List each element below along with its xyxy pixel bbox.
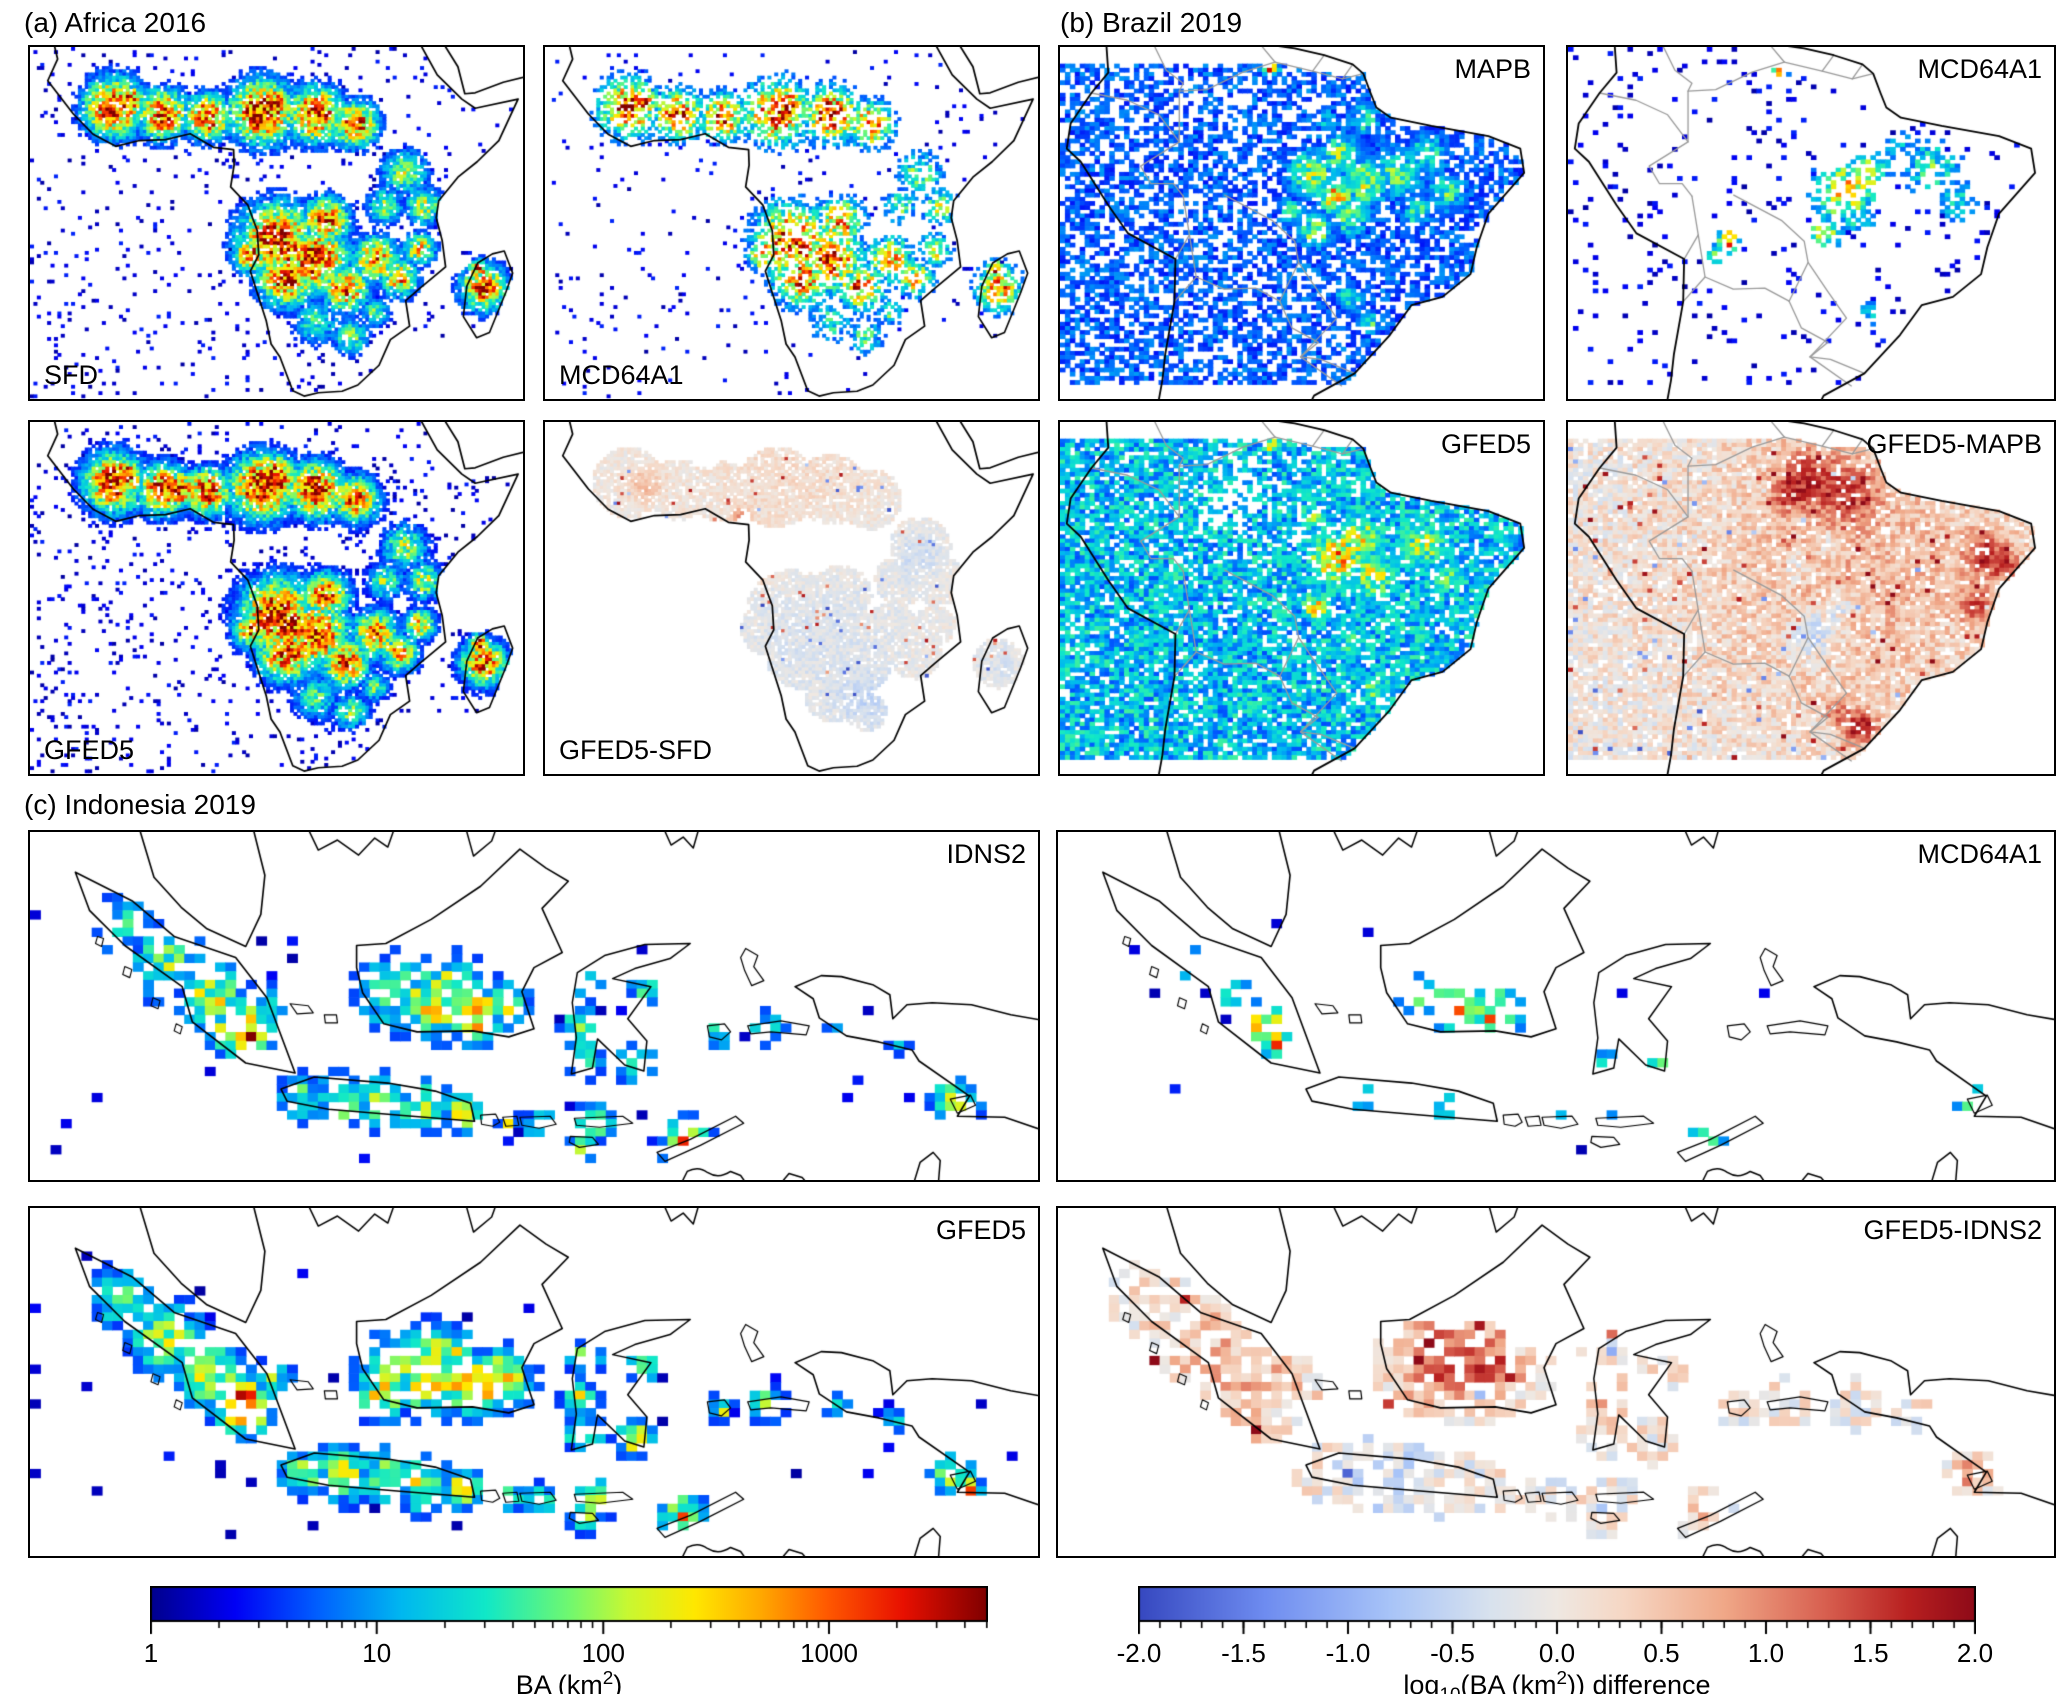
colorbar-tick-label: 100 xyxy=(581,1638,625,1668)
panel-label: GFED5 xyxy=(935,1215,1026,1245)
colorbar-ba-tick-labels: 1 10 100 1000 xyxy=(144,1636,988,1668)
colorbar-tick-label: 10 xyxy=(362,1638,392,1668)
panel-label: MCD64A1 xyxy=(1917,54,2042,84)
colorbar-tick-label: 0.5 xyxy=(1643,1638,1680,1668)
panel-label: IDNS2 xyxy=(946,839,1026,869)
panel-label: GFED5-MAPB xyxy=(1866,429,2042,459)
panel-label: MAPB xyxy=(1454,54,1531,84)
colorbar-tick-label: 1 xyxy=(143,1638,159,1668)
panel-label: MCD64A1 xyxy=(559,360,684,390)
map-panel-brazil-mcd64a1: MCD64A1 xyxy=(1566,45,2056,401)
map-canvas xyxy=(1060,422,1543,774)
map-panel-indonesia-gfed5-minus-idns2: GFED5-IDNS2 xyxy=(1056,1206,2056,1558)
colorbar-diff-gradient xyxy=(1138,1586,1976,1636)
section-label-brazil: (b) Brazil 2019 xyxy=(1060,7,1243,38)
map-canvas xyxy=(545,47,1038,399)
map-panel-indonesia-idns2: IDNS2 xyxy=(28,830,1040,1182)
colorbar-tick-label: 1.0 xyxy=(1747,1638,1785,1668)
map-panel-africa-gfed5: GFED5 xyxy=(28,420,525,776)
map-panel-brazil-mapb: MAPB xyxy=(1058,45,1545,401)
colorbar-tick-label: -0.5 xyxy=(1430,1638,1475,1668)
map-panel-africa-sfd: SFD xyxy=(28,45,525,401)
panel-label: GFED5-IDNS2 xyxy=(1863,1215,2042,1245)
colorbar-tick-label: 0.0 xyxy=(1538,1638,1576,1668)
panel-label: GFED5 xyxy=(1440,429,1531,459)
section-label-africa: (a) Africa 2016 xyxy=(24,7,207,38)
map-canvas xyxy=(1060,47,1543,399)
panel-label: SFD xyxy=(44,360,98,390)
colorbar-ba-gradient xyxy=(150,1586,988,1636)
panel-label: GFED5 xyxy=(44,735,135,765)
map-canvas xyxy=(1058,832,2054,1180)
map-panel-africa-mcd64a1: MCD64A1 xyxy=(543,45,1040,401)
map-canvas xyxy=(30,47,523,399)
map-panel-brazil-gfed5: GFED5 xyxy=(1058,420,1545,776)
map-canvas xyxy=(1568,422,2054,774)
map-canvas xyxy=(545,422,1038,774)
map-panel-africa-gfed5-minus-sfd: GFED5-SFD xyxy=(543,420,1040,776)
map-canvas xyxy=(30,422,523,774)
colorbar-ba: 1 10 100 1000 BA (km2) xyxy=(144,1586,988,1694)
section-label-indonesia: (c) Indonesia 2019 xyxy=(24,789,256,820)
colorbar-tick-label: 1.5 xyxy=(1852,1638,1889,1668)
map-panel-brazil-gfed5-minus-mapb: GFED5-MAPB xyxy=(1566,420,2056,776)
map-canvas xyxy=(1058,1208,2054,1556)
colorbar-tick-label: 2.0 xyxy=(1956,1638,1994,1668)
map-canvas xyxy=(1568,47,2054,399)
map-canvas xyxy=(30,832,1038,1180)
colorbar-ba-axis-label: BA (km2) xyxy=(515,1668,623,1694)
map-panel-indonesia-mcd64a1: MCD64A1 xyxy=(1056,830,2056,1182)
map-canvas xyxy=(30,1208,1038,1556)
colorbar-diff: -2.0 -1.5 -1.0 -0.5 0.0 0.5 1.0 1.5 2.0 log10(BA… xyxy=(1117,1586,1993,1694)
colorbar-tick-label: 1000 xyxy=(800,1638,858,1668)
colorbar-tick-label: -1.0 xyxy=(1325,1638,1371,1668)
map-panel-indonesia-gfed5: GFED5 xyxy=(28,1206,1040,1558)
panel-label: GFED5-SFD xyxy=(559,735,713,765)
colorbar-tick-label: -2.0 xyxy=(1116,1638,1162,1668)
colorbar-tick-label: -1.5 xyxy=(1221,1638,1266,1668)
colorbar-diff-axis-label: log10(BA (km2)) difference xyxy=(1403,1668,1711,1694)
panel-label: MCD64A1 xyxy=(1917,839,2042,869)
colorbar-diff-tick-labels: -2.0 -1.5 -1.0 -0.5 0.0 0.5 1.0 1.5 2.0 xyxy=(1117,1636,1993,1668)
